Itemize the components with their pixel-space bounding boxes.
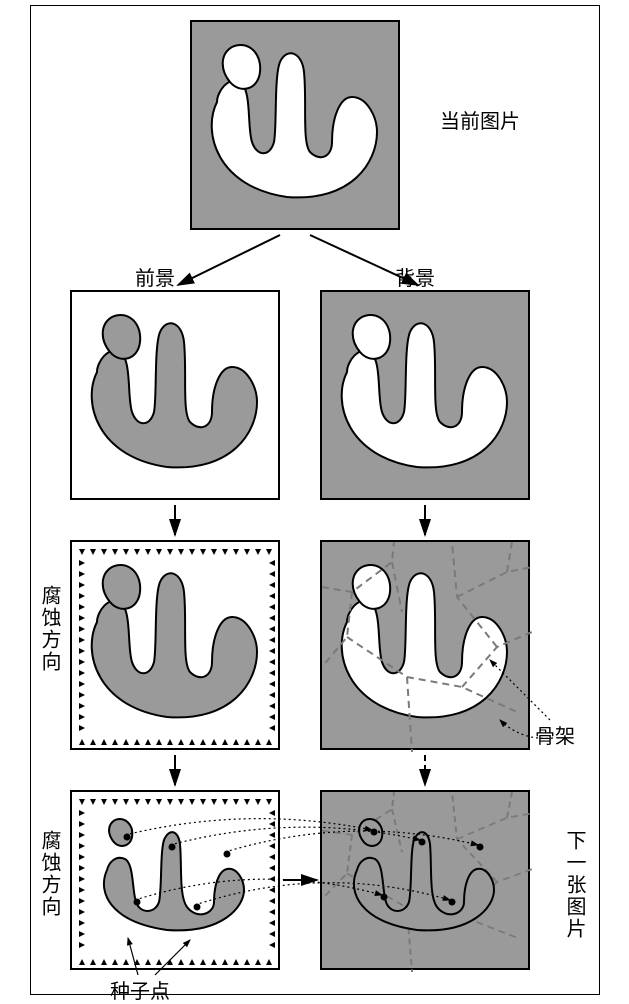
seed-points-bg: [371, 829, 484, 906]
erosion-arrows-fg2: [79, 549, 275, 745]
panel-foreground-3: [70, 790, 280, 970]
shape-fg3: [72, 792, 282, 972]
label-current-image: 当前图片: [440, 105, 520, 134]
panel-background-1: [320, 290, 530, 500]
skeleton-lines: [322, 542, 532, 752]
shape-bg3: [322, 792, 532, 972]
shape-fg1: [72, 292, 282, 502]
skeleton-lines-2: [322, 792, 532, 972]
shape-current: [192, 22, 402, 232]
seed-points-fg: [124, 834, 231, 911]
label-erosion-2: 腐蚀方向: [35, 830, 64, 918]
panel-background-2: [320, 540, 530, 750]
label-next-image: 下一张图片: [560, 830, 589, 940]
label-erosion-1: 腐蚀方向: [35, 585, 64, 673]
erosion-arrows-fg3: [79, 799, 275, 965]
shape-fg2: [72, 542, 282, 752]
panel-foreground-1: [70, 290, 280, 500]
label-skeleton: 骨架: [535, 720, 575, 749]
shape-bg2: [322, 542, 532, 752]
panel-background-3: [320, 790, 530, 970]
panel-foreground-2: [70, 540, 280, 750]
panel-current-image: [190, 20, 400, 230]
label-background: 背景: [395, 262, 435, 291]
label-foreground: 前景: [135, 262, 175, 291]
shape-bg1: [322, 292, 532, 502]
